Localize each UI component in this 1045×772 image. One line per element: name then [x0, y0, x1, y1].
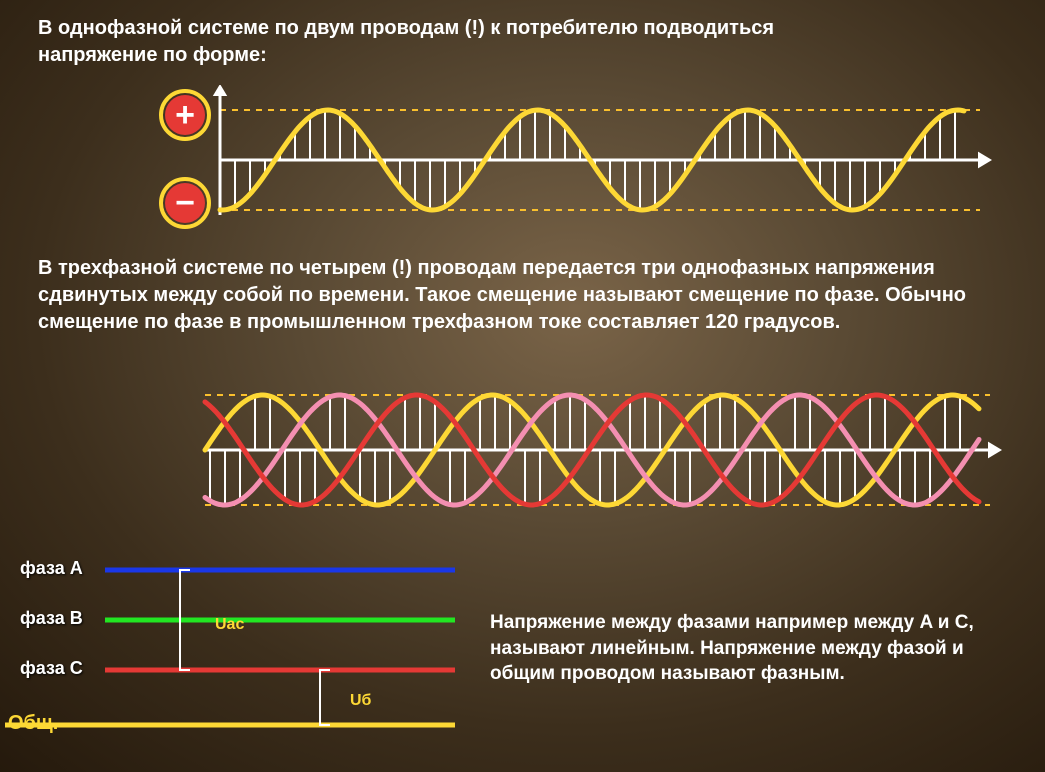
single-phase-chart: +− — [130, 85, 1000, 235]
svg-text:+: + — [175, 96, 195, 134]
three-phase-chart — [180, 375, 1010, 525]
phase-c-label: фаза C — [20, 658, 83, 679]
paragraph-2: В трехфазной системе по четырем (!) пров… — [38, 255, 1008, 336]
phase-a-label: фаза A — [20, 558, 83, 579]
phase-b-label: фаза B — [20, 608, 83, 629]
common-label: Общ. — [8, 712, 58, 735]
uac-label: Uас — [215, 616, 244, 634]
svg-text:−: − — [175, 184, 195, 222]
ub-label: Uб — [350, 692, 371, 710]
paragraph-3: Напряжение между фазами например между A… — [490, 610, 1010, 687]
paragraph-1: В однофазной системе по двум проводам (!… — [38, 15, 788, 69]
